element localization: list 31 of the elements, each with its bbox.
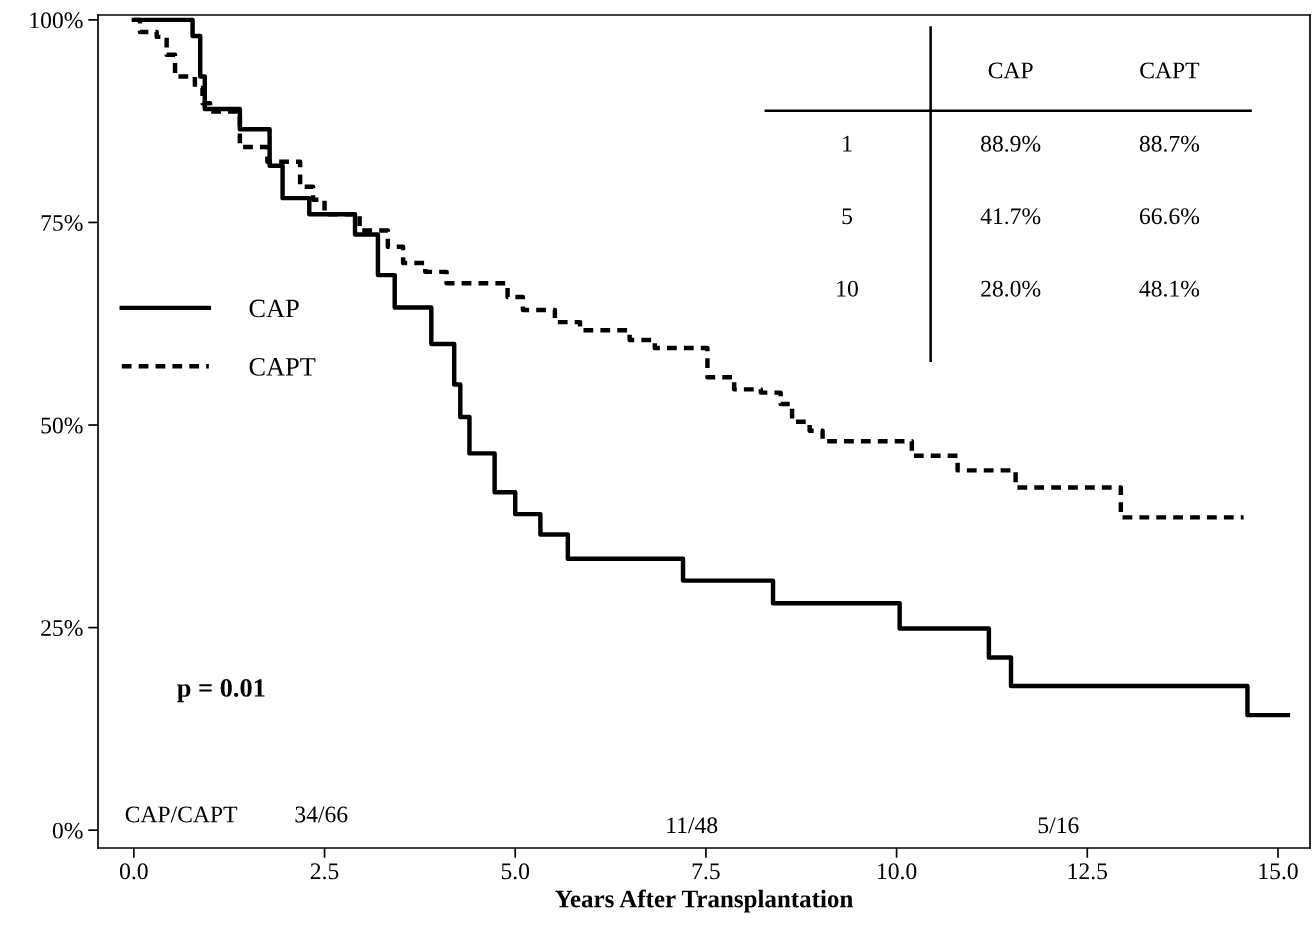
annotation: 34/66	[295, 806, 348, 823]
annotation: 28.0%	[981, 280, 1041, 297]
y-tick-label: 25%	[41, 620, 83, 637]
annotation: 88.9%	[981, 135, 1041, 152]
annotation: CAP/CAPT	[125, 806, 238, 823]
annotation: CAP	[988, 62, 1033, 79]
x-axis-title: Years After Transplantation	[555, 889, 853, 913]
annotation: p = 0.01	[177, 679, 265, 703]
annotation: 1	[843, 135, 852, 152]
annotation: 88.7%	[1139, 135, 1200, 152]
legend-label: CAP	[249, 299, 299, 318]
y-tick-label: 75%	[41, 214, 83, 231]
x-tick-label: 7.5	[692, 863, 720, 880]
x-tick-label: 0.0	[119, 863, 148, 880]
annotation: 48.1%	[1139, 280, 1200, 297]
annotation: 41.7%	[980, 208, 1041, 225]
y-tick-label: 100%	[30, 12, 83, 29]
annotation: 11/48	[667, 817, 718, 834]
x-tick-label: 12.5	[1068, 863, 1108, 880]
x-tick-label: 10.0	[878, 863, 917, 880]
legend-label: CAPT	[249, 358, 316, 376]
y-tick-label: 50%	[41, 417, 83, 434]
annotation: 10	[837, 280, 858, 297]
y-tick-label: 0%	[52, 822, 83, 839]
annotation: 5	[842, 208, 852, 225]
x-tick-label: 15.0	[1259, 863, 1298, 880]
x-tick-label: 5.0	[501, 863, 530, 880]
x-tick-label: 2.5	[310, 863, 339, 880]
annotation: CAPT	[1140, 62, 1200, 79]
annotation: 5/16	[1038, 817, 1079, 834]
annotation: 66.6%	[1139, 208, 1200, 225]
